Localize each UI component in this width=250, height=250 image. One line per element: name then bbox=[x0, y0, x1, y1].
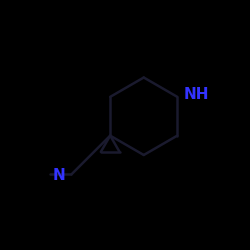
Text: NH: NH bbox=[184, 87, 209, 102]
Text: N: N bbox=[52, 168, 65, 183]
